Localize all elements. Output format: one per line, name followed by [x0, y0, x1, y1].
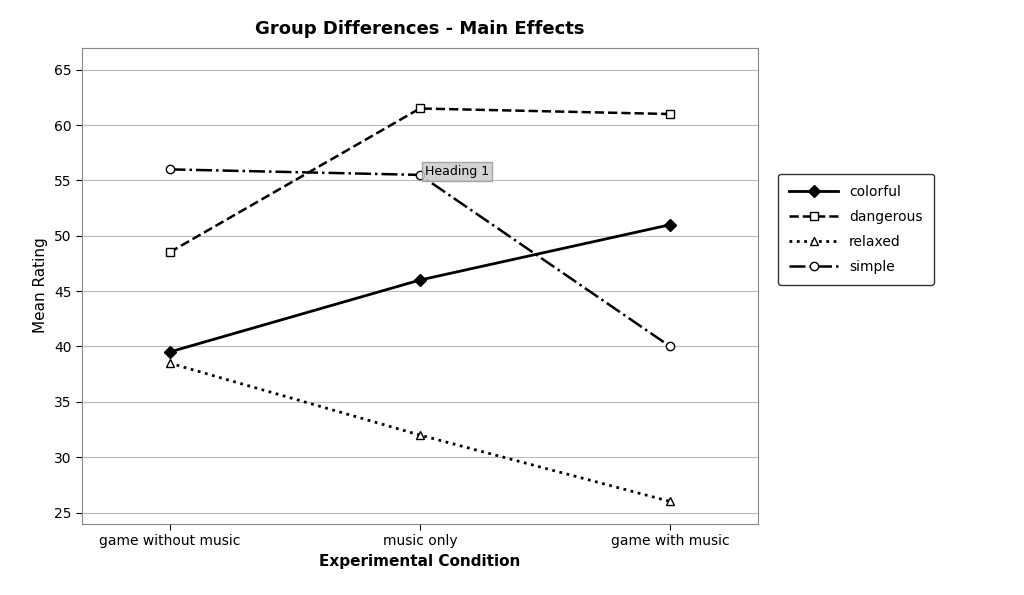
simple [414, 171, 426, 178]
Legend: colorful, dangerous, relaxed, simple: colorful, dangerous, relaxed, simple [778, 174, 934, 285]
X-axis label: Experimental Condition: Experimental Condition [319, 553, 520, 569]
Y-axis label: Mean Rating: Mean Rating [34, 238, 48, 333]
dangerous [414, 105, 426, 112]
dangerous [164, 249, 176, 256]
simple [164, 166, 176, 173]
Line: colorful: colorful [165, 221, 675, 356]
Line: dangerous: dangerous [165, 104, 675, 256]
Line: relaxed: relaxed [165, 359, 675, 506]
Title: Group Differences - Main Effects: Group Differences - Main Effects [255, 20, 585, 37]
relaxed [664, 498, 676, 505]
Line: simple: simple [165, 165, 675, 350]
colorful [414, 277, 426, 284]
colorful [164, 349, 176, 356]
relaxed [414, 431, 426, 439]
dangerous [664, 111, 676, 118]
colorful [664, 221, 676, 228]
relaxed [164, 359, 176, 367]
simple [664, 343, 676, 350]
Text: Heading 1: Heading 1 [425, 165, 489, 178]
